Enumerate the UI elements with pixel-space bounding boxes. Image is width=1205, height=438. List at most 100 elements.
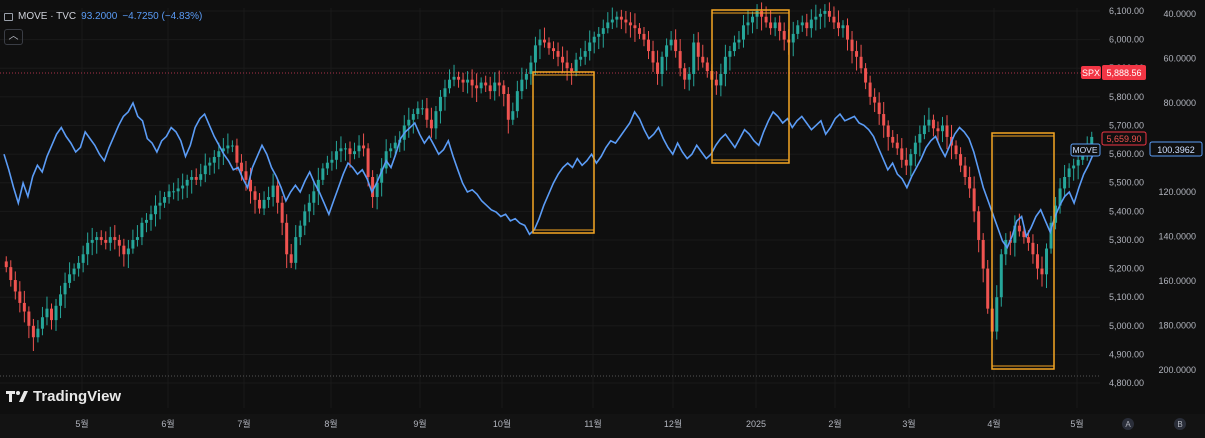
- spx-tick-label: 5,200.00: [1109, 264, 1144, 274]
- legend-value: 93.2000: [81, 11, 118, 22]
- candle-body: [149, 214, 153, 220]
- candle-body: [773, 22, 777, 29]
- legend-change: −4.7250 (−4.83%): [122, 11, 203, 22]
- candle-body: [1072, 165, 1076, 169]
- candle-body: [267, 197, 271, 200]
- candle-body: [330, 159, 334, 163]
- candle-body: [728, 51, 732, 57]
- move-tick-label: 80.0000: [1163, 98, 1196, 108]
- highlight-box: [711, 9, 790, 164]
- candle-body: [669, 39, 673, 46]
- candle-body: [538, 39, 542, 46]
- candle-body: [348, 148, 352, 155]
- candle-body: [520, 79, 524, 92]
- candle-body: [895, 142, 899, 149]
- candle-body: [298, 225, 302, 238]
- candle-body: [846, 25, 850, 40]
- candle-body: [751, 16, 755, 23]
- candle-body: [280, 202, 284, 223]
- tradingview-logo[interactable]: TradingView: [6, 388, 121, 405]
- candle-body: [366, 148, 370, 177]
- candle-body: [113, 237, 117, 240]
- collapse-chevron-icon[interactable]: ︿: [4, 29, 23, 45]
- candle-body: [665, 45, 669, 57]
- candle-body: [678, 51, 682, 69]
- candle-body: [9, 267, 13, 281]
- candle-body: [597, 33, 601, 37]
- spx-tick-label: 4,900.00: [1109, 349, 1144, 359]
- candle-body: [945, 125, 949, 137]
- candle-body: [339, 148, 343, 152]
- candle-body: [647, 39, 651, 52]
- candle-body: [99, 237, 103, 240]
- candle-body: [276, 185, 280, 203]
- candle-body: [986, 268, 990, 309]
- candle-body: [181, 185, 185, 189]
- candle-body: [1063, 176, 1067, 189]
- candle-body: [683, 68, 687, 80]
- candle-body: [1058, 188, 1062, 206]
- candle-body: [782, 31, 786, 40]
- candle-body: [1081, 154, 1085, 160]
- candle-body: [533, 45, 537, 63]
- candle-body: [615, 16, 619, 20]
- candle-body: [769, 22, 773, 29]
- candle-body: [167, 191, 171, 198]
- candle-body: [705, 62, 709, 72]
- candle-body: [163, 197, 167, 203]
- candle-body: [981, 239, 985, 269]
- candle-body: [1067, 168, 1071, 177]
- candle-body: [1090, 136, 1094, 149]
- candle-body: [755, 11, 759, 17]
- spx-tick-label: 5,700.00: [1109, 120, 1144, 130]
- spx-tick-label: 5,400.00: [1109, 206, 1144, 216]
- x-tick-label: 12월: [664, 418, 682, 429]
- time-axis-bar: [0, 414, 1205, 438]
- x-tick-label: 11월: [584, 418, 602, 429]
- logo-text: TradingView: [33, 388, 122, 405]
- move-tick-label: 200.0000: [1158, 365, 1196, 375]
- candle-body: [244, 171, 248, 180]
- candle-body: [714, 79, 718, 86]
- candle-body: [294, 237, 298, 263]
- candle-body: [466, 79, 470, 83]
- candle-body: [719, 73, 723, 86]
- candle-body: [108, 237, 112, 243]
- scale-b-button[interactable]: [1174, 418, 1186, 430]
- candle-body: [199, 174, 203, 180]
- candle-body: [86, 242, 90, 255]
- highlight-box: [532, 71, 595, 234]
- candle-body: [154, 205, 158, 215]
- candle-body: [176, 188, 180, 192]
- scale-a-button[interactable]: [1122, 418, 1134, 430]
- candle-body: [484, 82, 488, 86]
- move-tick-label: 60.0000: [1163, 54, 1196, 64]
- spx-tick-label: 5,800.00: [1109, 92, 1144, 102]
- candle-body: [687, 73, 691, 80]
- candle-body: [913, 142, 917, 155]
- candle-body: [135, 237, 139, 240]
- candle-body: [542, 39, 546, 43]
- candle-body: [185, 179, 189, 186]
- candle-body: [353, 151, 357, 155]
- candle-body: [737, 39, 741, 43]
- candle-body: [606, 22, 610, 29]
- x-tick-label: 10월: [493, 418, 511, 429]
- candle-body: [936, 128, 940, 132]
- candle-body: [556, 51, 560, 57]
- candle-body: [362, 145, 366, 149]
- candle-body: [931, 119, 935, 129]
- candle-body: [452, 76, 456, 80]
- candle-body: [72, 268, 76, 275]
- candle-body: [818, 13, 822, 17]
- candle-body: [741, 25, 745, 40]
- x-tick-label: 7월: [237, 418, 250, 429]
- legend-symbol[interactable]: MOVE · TVC: [18, 11, 77, 22]
- symbol-icon[interactable]: [4, 12, 13, 21]
- candle-body: [529, 62, 533, 74]
- candle-body: [547, 42, 551, 49]
- candle-body: [479, 82, 483, 89]
- candle-body: [68, 274, 72, 283]
